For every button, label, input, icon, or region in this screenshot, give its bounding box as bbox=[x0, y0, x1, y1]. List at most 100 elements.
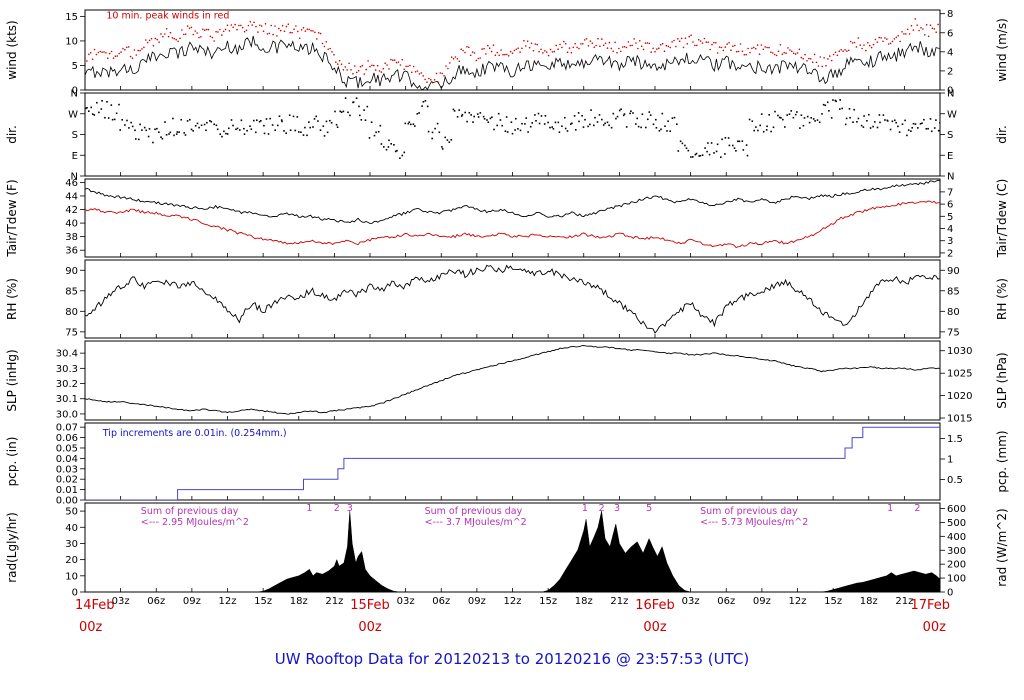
day-hour-label: 00z bbox=[79, 620, 103, 635]
panel-pressure: 30.4 30.3 30.2 30.1 30.0 1030 1025 1020 1015 SLP … bbox=[5, 340, 1009, 425]
temperature-left-tick-label: 36 bbox=[65, 246, 78, 257]
humidity-left-tick-label: 80 bbox=[65, 307, 78, 318]
precipitation-right-tick-label: 1 bbox=[947, 455, 953, 466]
panel-precipitation: 0.070.060.050.040.030.020.010.00 1.5 1 0.5 p… bbox=[5, 422, 1009, 507]
pressure-left-tick-label: 30.2 bbox=[56, 379, 78, 390]
wind-left-tick-label: 15 bbox=[65, 12, 78, 23]
wind-right-tick-label: 8 bbox=[947, 9, 953, 20]
pressure-frame bbox=[84, 340, 941, 421]
temperature-right-tick-label: 4 bbox=[947, 224, 953, 235]
panel-radiation: 504030201006005004003002001000rad(Lgly/h… bbox=[5, 502, 1009, 599]
precipitation-left-tick-label: 0.01 bbox=[56, 485, 78, 496]
humidity-left-tick-label: 90 bbox=[65, 266, 78, 277]
temperature-ylabel-right: Tair/Tdew (C) bbox=[995, 179, 1009, 259]
wind-left-tick-label: 5 bbox=[72, 61, 78, 72]
humidity-ylabel-right: RH (%) bbox=[995, 278, 1009, 320]
hour-label: 21z bbox=[895, 596, 913, 607]
radiation-annotation: 3 bbox=[347, 503, 353, 514]
radiation-annotation: <--- 2.95 MJoules/m^2 bbox=[141, 517, 249, 528]
pressure-left-tick-label: 30.4 bbox=[56, 349, 78, 360]
radiation-annotation: 1 bbox=[306, 503, 312, 514]
temperature-right-tick-label: 5 bbox=[947, 212, 953, 223]
radiation-annotation: 2 bbox=[599, 503, 605, 514]
dir-right-tick-label: N bbox=[947, 172, 954, 183]
hour-label: 09z bbox=[183, 596, 201, 607]
dir-right-tick-label: S bbox=[947, 130, 953, 141]
wind-series-wind-avg bbox=[85, 35, 940, 90]
wind-right-tick-label: 0 bbox=[947, 86, 953, 97]
temperature-left-tick-label: 44 bbox=[65, 191, 78, 202]
temperature-right-tick-label: 3 bbox=[947, 236, 953, 247]
precipitation-left-tick-label: 0.05 bbox=[56, 443, 78, 454]
pressure-ylabel-right: SLP (hPa) bbox=[995, 352, 1009, 408]
dir-right-tick-label: E bbox=[947, 151, 953, 162]
wind-ylabel-right: wind (m/s) bbox=[995, 18, 1009, 82]
day-hour-label: 00z bbox=[358, 620, 382, 635]
temperature-right-tick-label: 7 bbox=[947, 187, 953, 198]
humidity-series-relative-humidity bbox=[85, 264, 940, 334]
chart-title: UW Rooftop Data for 20120213 to 20120216… bbox=[274, 650, 750, 668]
dir-right-tick-label: N bbox=[947, 89, 954, 100]
temperature-left-tick-label: 46 bbox=[65, 178, 78, 189]
hour-label: 09z bbox=[753, 596, 771, 607]
precipitation-left-tick-label: 0.02 bbox=[56, 475, 78, 486]
wind-left-tick-label: 10 bbox=[65, 36, 78, 47]
dir-ylabel-left: dir. bbox=[5, 125, 19, 144]
hour-label: 03z bbox=[682, 596, 700, 607]
hour-label: 18z bbox=[290, 596, 308, 607]
precipitation-ylabel-right: pcp. (mm) bbox=[995, 430, 1009, 492]
dir-left-tick-label: N bbox=[71, 89, 78, 100]
radiation-left-tick-label: 50 bbox=[65, 507, 78, 518]
precipitation-left-tick-label: 0.03 bbox=[56, 464, 78, 475]
humidity-left-tick-label: 85 bbox=[65, 286, 78, 297]
panel-wind: 0 5 10 15 0 2 4 6 8 wind (kts) wind (m/s) 10 min. p… bbox=[5, 9, 1009, 96]
hour-label: 15z bbox=[539, 596, 557, 607]
radiation-right-tick-label: 500 bbox=[947, 518, 966, 529]
day-label: 16Feb bbox=[635, 598, 675, 613]
pressure-ylabel-left: SLP (inHg) bbox=[5, 349, 19, 411]
hour-label: 18z bbox=[860, 596, 878, 607]
temperature-right-tick-label: 6 bbox=[947, 200, 953, 211]
dir-left-tick-label: S bbox=[72, 130, 78, 141]
radiation-right-tick-label: 200 bbox=[947, 560, 966, 571]
radiation-ylabel-left: rad(Lgly/hr) bbox=[5, 512, 19, 583]
wind-ylabel-left: wind (kts) bbox=[5, 20, 19, 79]
dir-ylabel-right: dir. bbox=[995, 125, 1009, 144]
hour-label: 12z bbox=[219, 596, 237, 607]
radiation-annotation: 2 bbox=[914, 503, 920, 514]
radiation-right-tick-label: 300 bbox=[947, 546, 966, 557]
temperature-right-tick-label: 2 bbox=[947, 248, 953, 259]
pressure-left-tick-label: 30.3 bbox=[56, 364, 78, 375]
radiation-right-tick-label: 600 bbox=[947, 504, 966, 515]
pressure-right-tick-label: 1030 bbox=[947, 346, 972, 357]
pressure-right-tick-label: 1025 bbox=[947, 369, 972, 380]
day-label: 15Feb bbox=[350, 598, 390, 613]
radiation-annotation: Sum of previous day bbox=[700, 506, 798, 517]
precipitation-ylabel-left: pcp. (in) bbox=[5, 437, 19, 487]
radiation-annotation: Sum of previous day bbox=[425, 506, 523, 517]
precipitation-series-accumulated-precipitation bbox=[85, 426, 940, 500]
day-label: 17Feb bbox=[910, 598, 950, 613]
day-hour-label: 00z bbox=[923, 620, 947, 635]
radiation-annotation: Sum of previous day bbox=[141, 506, 239, 517]
humidity-right-tick-label: 90 bbox=[947, 266, 960, 277]
radiation-left-tick-label: 10 bbox=[65, 571, 78, 582]
humidity-right-tick-label: 85 bbox=[947, 286, 960, 297]
radiation-ylabel-right: rad (W/m^2) bbox=[995, 508, 1009, 586]
temperature-frame bbox=[84, 178, 941, 258]
wind-frame bbox=[84, 9, 941, 91]
radiation-annotation: <--- 3.7 MJoules/m^2 bbox=[425, 517, 527, 528]
radiation-annotation: 3 bbox=[614, 503, 620, 514]
humidity-right-tick-label: 80 bbox=[947, 307, 960, 318]
hour-label: 12z bbox=[504, 596, 522, 607]
radiation-annotation: 1 bbox=[582, 503, 588, 514]
radiation-annotation: <--- 5.73 MJoules/m^2 bbox=[700, 517, 808, 528]
temperature-left-tick-label: 40 bbox=[65, 219, 78, 230]
hour-label: 06z bbox=[717, 596, 735, 607]
wind-left-tick-label: 0 bbox=[72, 86, 78, 97]
pressure-left-tick-label: 30.1 bbox=[56, 394, 78, 405]
